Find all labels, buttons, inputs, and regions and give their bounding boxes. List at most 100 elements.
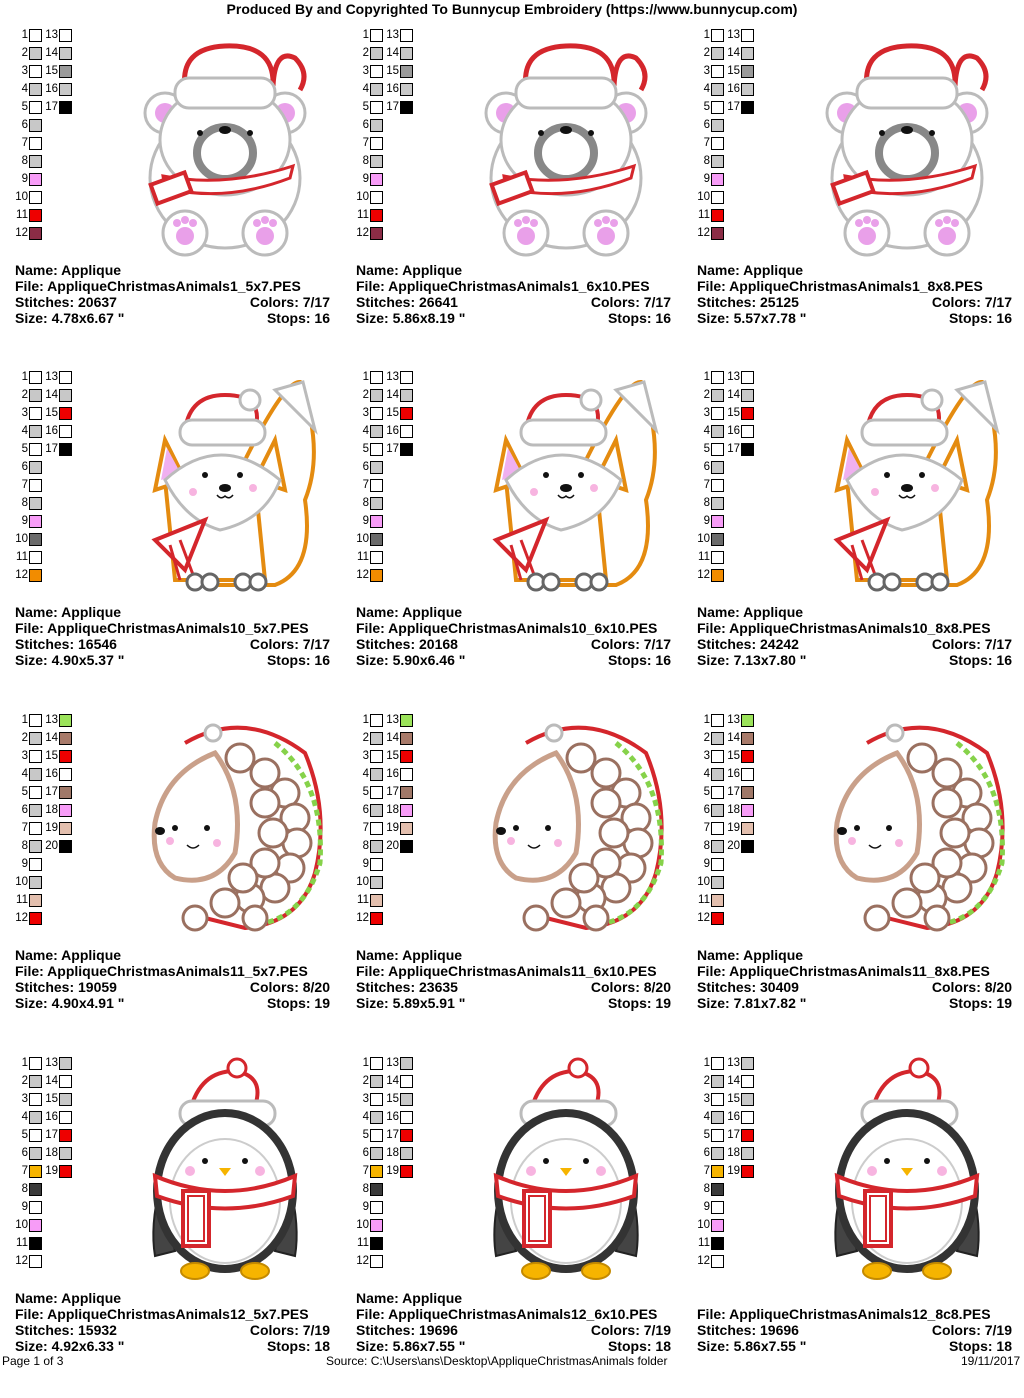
thread-swatch [29, 786, 42, 799]
thread-number: 2 [362, 47, 369, 59]
thread-number: 15 [727, 1093, 740, 1105]
thread-number: 16 [386, 1111, 399, 1123]
file-label: File: [15, 1306, 48, 1322]
thread-color-row: 2 14 [356, 46, 426, 60]
file-name: AppliqueChristmasAnimals1_8x8.PES [729, 278, 983, 294]
hedgehog-applique-image [492, 723, 664, 932]
thread-number: 3 [362, 407, 369, 419]
thread-swatch [741, 1093, 754, 1106]
design-card: 1 13 2 14 3 15 4 16 5 17 6 18 7 19 8 20 9 10 11 12 Name: Ap… [15, 713, 345, 1055]
thread-color-row: 2 14 [15, 46, 85, 60]
thread-number: 4 [362, 1111, 369, 1123]
thread-number: 14 [45, 47, 58, 59]
thread-swatch [400, 714, 413, 727]
thread-swatch [711, 407, 724, 420]
thread-color-row: 6 [15, 460, 85, 474]
thread-swatch [711, 569, 724, 582]
stop-count: 18 [996, 1338, 1012, 1354]
thread-number: 13 [45, 29, 58, 41]
color-count: 7/17 [984, 636, 1012, 652]
thread-swatch [711, 209, 724, 222]
thread-number: 11 [16, 894, 28, 906]
thread-number: 3 [703, 65, 710, 77]
thread-number: 15 [45, 750, 58, 762]
thread-number: 4 [21, 425, 28, 437]
file-name: AppliqueChristmasAnimals11_8x8.PES [729, 963, 990, 979]
thread-number: 1 [703, 1057, 710, 1069]
thread-color-row: 3 15 [15, 1092, 85, 1106]
thread-swatch [741, 786, 754, 799]
thread-swatch [400, 1147, 413, 1160]
thread-color-row: 3 15 [697, 406, 767, 420]
stitches-label: Stitches: [697, 636, 761, 652]
design-card: 1 13 2 14 3 15 4 16 5 17 6 18 7 19 8 9 10 11 12 Name: Appl… [356, 1056, 686, 1398]
thread-swatch [29, 443, 42, 456]
thread-number: 14 [45, 732, 58, 744]
thread-swatch [711, 83, 724, 96]
thread-swatch [741, 1147, 754, 1160]
thread-swatch [29, 1093, 42, 1106]
thread-number: 9 [21, 173, 28, 185]
thread-swatch [59, 83, 72, 96]
design-size: 5.89x5.91 [392, 995, 455, 1011]
design-size: 5.86x8.19 [392, 310, 455, 326]
thread-swatch [711, 1237, 724, 1250]
file-label: File: [697, 278, 730, 294]
thread-swatch [711, 191, 724, 204]
thread-number: 4 [21, 83, 28, 95]
thread-number: 6 [362, 1147, 369, 1159]
thread-color-row: 2 14 [356, 1074, 426, 1088]
thread-swatch [370, 155, 383, 168]
thread-swatch [370, 822, 383, 835]
thread-number: 1 [703, 371, 710, 383]
design-info: Name: Applique File: AppliqueChristmasAni… [356, 262, 671, 326]
thread-swatch [711, 840, 724, 853]
stitch-count: 19696 [760, 1322, 799, 1338]
thread-color-row: 2 14 [356, 731, 426, 745]
thread-color-row: 5 17 [697, 785, 767, 799]
thread-number: 3 [362, 750, 369, 762]
thread-number: 10 [697, 533, 710, 545]
thread-color-row: 4 16 [356, 767, 426, 781]
size-label: Size: [356, 1338, 393, 1354]
thread-number: 9 [703, 1201, 710, 1213]
design-card: 1 13 2 14 3 15 4 16 5 17 6 18 7 19 8 20 9 10 11 12 Name: Ap… [356, 713, 686, 1055]
size-unit: " [454, 652, 466, 668]
design-name: Name: Applique [15, 604, 122, 620]
thread-swatch [741, 407, 754, 420]
design-info: File: AppliqueChristmasAnimals12_8c8.PES… [697, 1306, 1012, 1354]
color-count: 7/17 [643, 636, 671, 652]
thread-number: 2 [703, 389, 710, 401]
design-name: Name: Applique [356, 1290, 463, 1306]
stitches-label: Stitches: [15, 636, 79, 652]
thread-number: 16 [45, 1111, 58, 1123]
size-label: Size: [697, 1338, 734, 1354]
thread-number: 2 [703, 732, 710, 744]
thread-swatch [370, 1237, 383, 1250]
file-name: AppliqueChristmasAnimals12_5x7.PES [47, 1306, 309, 1322]
thread-color-row: 4 16 [697, 767, 767, 781]
thread-swatch [711, 425, 724, 438]
size-unit: " [795, 310, 807, 326]
thread-number: 13 [386, 714, 399, 726]
color-count: 7/17 [643, 294, 671, 310]
bear-applique-image [484, 43, 648, 257]
thread-number: 1 [362, 371, 369, 383]
thread-color-row: 12 [356, 1254, 426, 1268]
thread-number: 4 [21, 1111, 28, 1123]
thread-color-row: 4 16 [697, 1110, 767, 1124]
thread-color-row: 11 [697, 208, 767, 222]
thread-swatch [711, 1129, 724, 1142]
thread-swatch [29, 768, 42, 781]
stitch-count: 20168 [419, 636, 458, 652]
thread-number: 12 [697, 1255, 710, 1267]
thread-number: 5 [21, 1129, 28, 1141]
thread-color-row: 1 13 [15, 1056, 85, 1070]
thread-color-row: 12 [15, 226, 85, 240]
thread-number: 6 [362, 461, 369, 473]
thread-swatch [370, 119, 383, 132]
thread-swatch [370, 173, 383, 186]
size-unit: " [113, 995, 125, 1011]
thread-color-row: 6 [356, 460, 426, 474]
thread-swatch [400, 786, 413, 799]
